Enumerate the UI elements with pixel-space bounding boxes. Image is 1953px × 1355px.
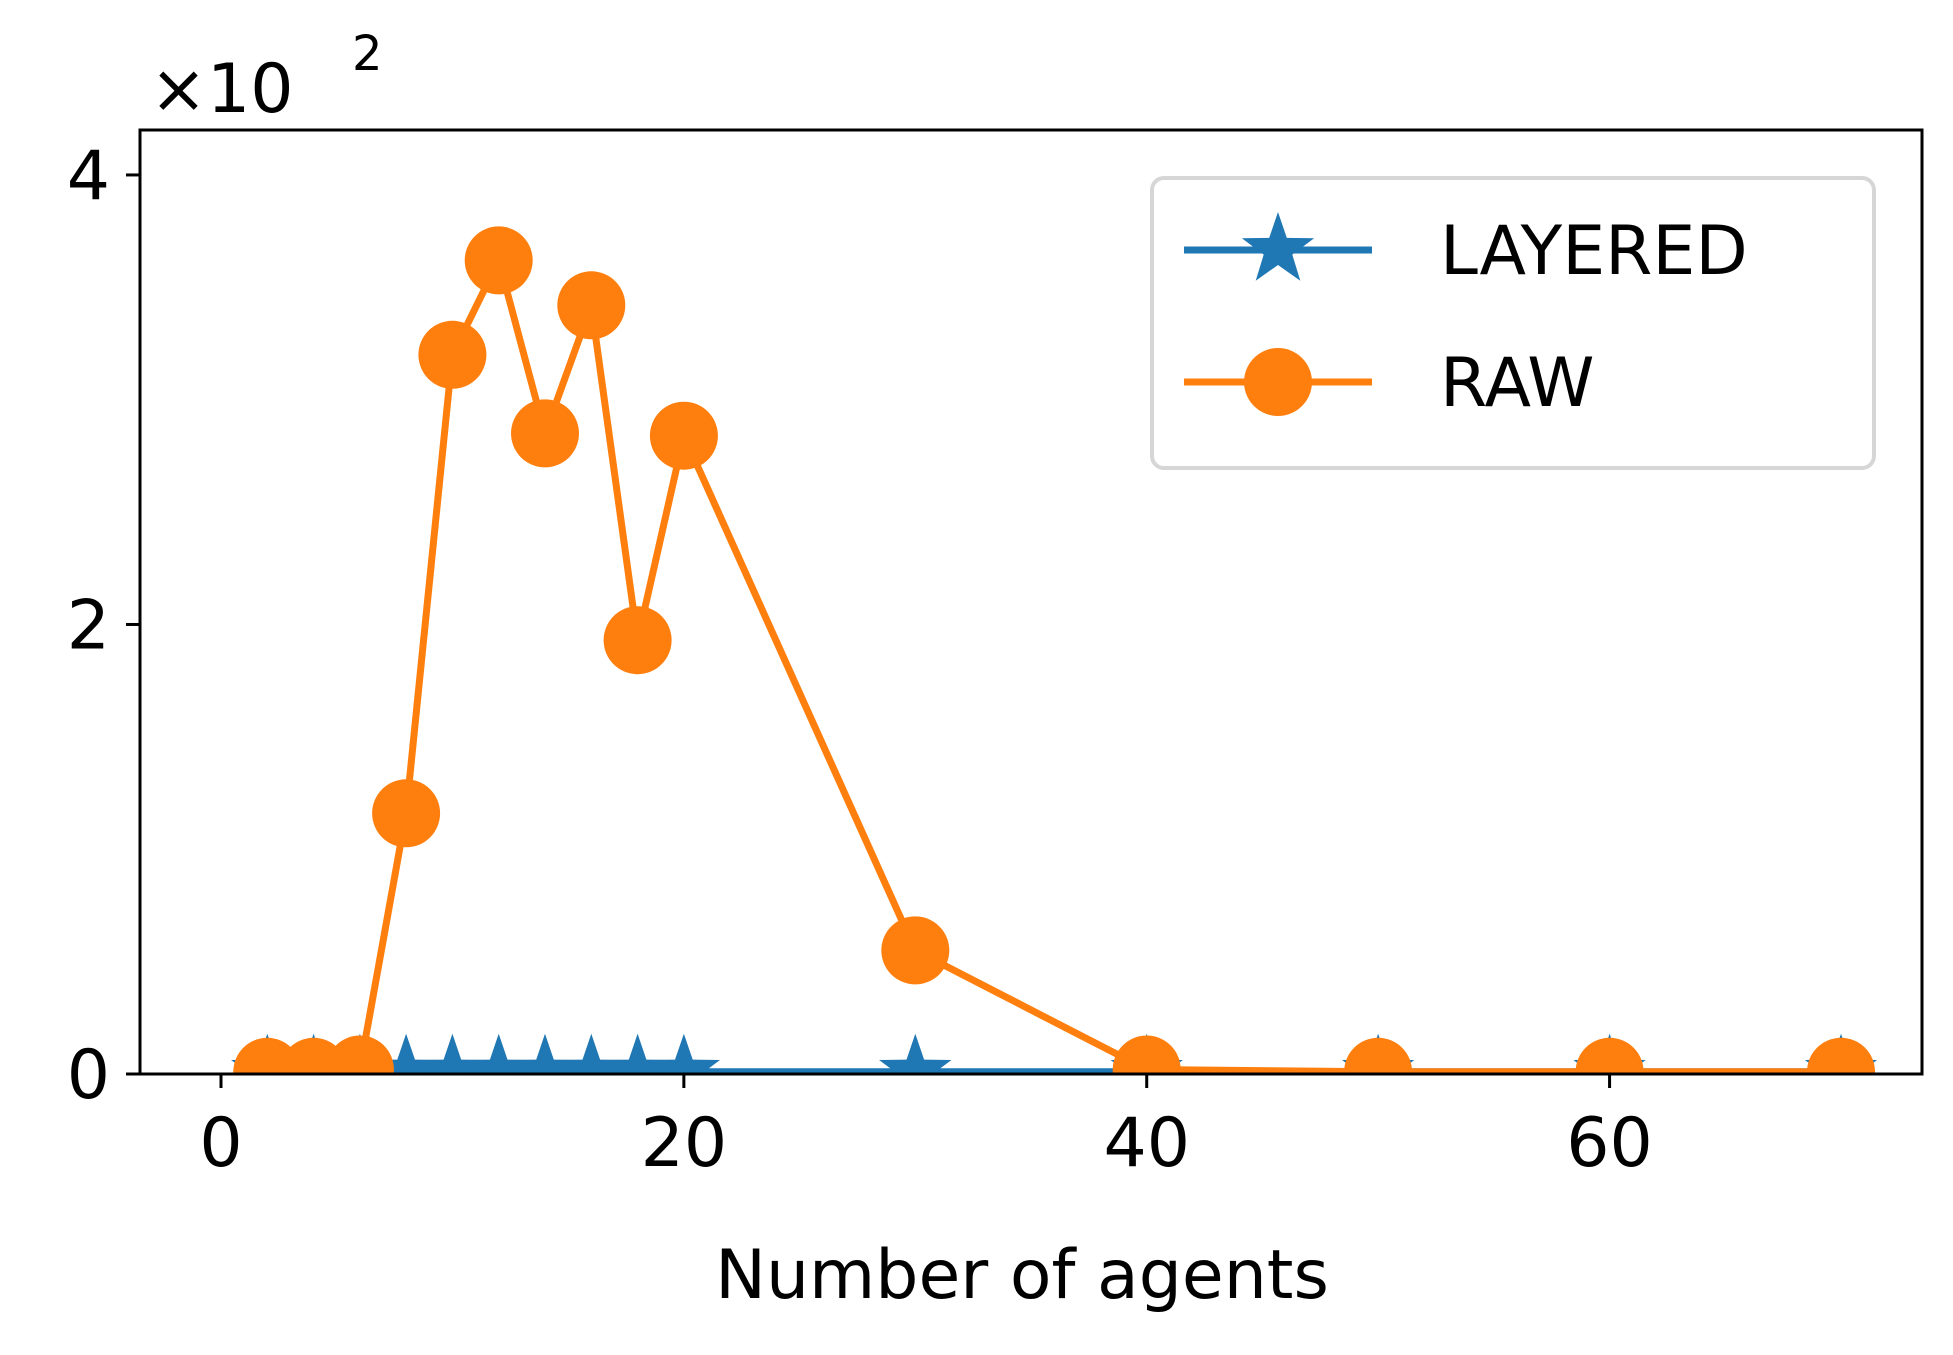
legend-entries: LAYERED RAW [1184, 212, 1748, 423]
y-tick-label-4: 4 [67, 137, 110, 216]
y-tick-label-2: 2 [67, 586, 110, 665]
data-point-raw-60 [1575, 1037, 1644, 1074]
legend-marker-layered [1241, 212, 1315, 281]
plot-frame [138, 128, 1924, 1076]
x-tick-label-0: 0 [199, 1104, 242, 1183]
data-point-raw-20 [649, 401, 718, 470]
axes-layer: 0 20 40 60 0 2 4 [67, 128, 1924, 1183]
legend-label-raw: RAW [1440, 344, 1595, 423]
y-multiplier-exponent: 2 [352, 26, 383, 82]
data-point-raw-14 [511, 399, 579, 468]
data-point-raw-6 [325, 1035, 394, 1074]
data-point-raw-30 [881, 916, 950, 985]
x-tick-label-60: 60 [1566, 1104, 1653, 1183]
data-point-raw-40 [1112, 1035, 1181, 1074]
series-raw [233, 226, 1875, 1074]
data-point-raw-18 [603, 606, 672, 675]
legend-item-layered: LAYERED [1184, 212, 1748, 291]
y-tick-label-0: 0 [67, 1036, 110, 1115]
legend-item-raw: RAW [1184, 344, 1595, 423]
legend-label-layered: LAYERED [1440, 212, 1748, 291]
series-layer [231, 226, 1878, 1074]
data-point-layered-20 [647, 1033, 720, 1074]
x-tick-label-20: 20 [641, 1104, 728, 1183]
legend: LAYERED RAW [1150, 176, 1876, 470]
data-point-raw-8 [372, 779, 441, 848]
y-multiplier: ×10 2 [150, 26, 383, 129]
data-point-raw-12 [464, 226, 533, 295]
data-point-raw-50 [1344, 1037, 1413, 1074]
y-multiplier-base: ×10 [150, 50, 294, 129]
data-point-raw-70 [1807, 1037, 1875, 1074]
x-tick-label-40: 40 [1103, 1104, 1190, 1183]
data-point-layered-30 [879, 1033, 952, 1074]
legend-marker-raw [1244, 348, 1312, 416]
data-point-raw-10 [418, 320, 487, 389]
data-point-raw-16 [557, 271, 626, 340]
x-axis-label: Number of agents [715, 1236, 1329, 1315]
